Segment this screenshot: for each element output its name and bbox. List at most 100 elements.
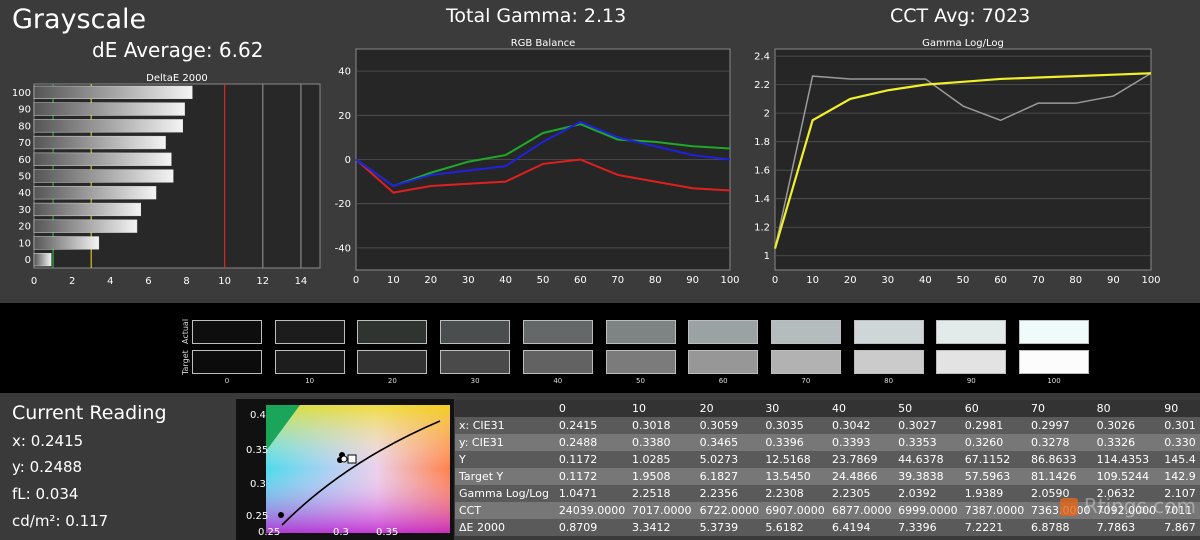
- target-swatch: [1019, 350, 1089, 374]
- target-swatch: [192, 350, 262, 374]
- target-row-label: Target: [181, 350, 190, 375]
- table-cell: 0.3059: [695, 417, 762, 434]
- cct-average-label: CCT Avg: 7023: [890, 5, 1031, 27]
- deltae-ytick: 40: [18, 188, 31, 199]
- table-cell: 7.867: [1160, 519, 1200, 536]
- table-cell: 2.0392: [894, 485, 961, 502]
- cie-current-marker: [278, 512, 284, 518]
- chart-gamma-series-line: [774, 72, 1152, 249]
- deltae-bar: [33, 152, 172, 166]
- target-swatch: [770, 350, 841, 374]
- logo-icon: [1059, 498, 1078, 516]
- table-row: Target Y 0.1172 1.9508 6.1827 13.5450 24.4866…: [455, 468, 1200, 485]
- chart-gamma-series-line: [773, 72, 1152, 249]
- table-cell: 0.3380: [627, 434, 696, 451]
- chart-rgb-ytick: 0: [345, 155, 351, 166]
- watermark-text: Rtings.com: [1083, 494, 1196, 518]
- table-cell: 5.0273: [695, 451, 762, 468]
- deltae-bar: [33, 119, 183, 133]
- table-cell: 6722.0000: [695, 502, 762, 519]
- table-cell: 0.3465: [695, 434, 762, 451]
- chart-rgb-xtick: 90: [686, 275, 699, 286]
- table-row-label: Gamma Log/Log: [455, 485, 555, 502]
- swatch-level-label: 90: [966, 377, 976, 385]
- table-row-label: Target Y: [455, 468, 555, 485]
- deltae-ytick: 30: [18, 205, 31, 216]
- target-swatch: [853, 350, 924, 374]
- watermark: Rtings.com: [1059, 494, 1196, 518]
- cie-ytick: 0.4: [250, 410, 266, 421]
- table-cell: 0.3260: [960, 434, 1027, 451]
- table-cell: 1.0285: [627, 451, 696, 468]
- chart-gamma-xtick: 80: [1069, 275, 1082, 286]
- deltae-ytick: 10: [18, 238, 31, 249]
- deltae-ytick: 100: [12, 88, 31, 99]
- swatch-level-label: 70: [801, 377, 811, 385]
- actual-swatch: [936, 320, 1007, 344]
- table-cell: 86.8633: [1026, 451, 1093, 468]
- table-cell: 0.3326: [1092, 434, 1161, 451]
- table-cell: 145.4: [1160, 451, 1200, 468]
- table-cell: 2.2308: [761, 485, 828, 502]
- deltae-bar: [33, 219, 138, 233]
- table-cell: 7092.0000: [1092, 502, 1161, 519]
- deltae-xtick: 8: [183, 276, 189, 287]
- deltae-chart-title: DeltaE 2000: [146, 73, 208, 84]
- table-header-cell: 80: [1092, 400, 1161, 417]
- deltae-bar: [33, 85, 193, 99]
- chart-rgb-xtick: 10: [387, 275, 400, 286]
- table-cell: 0.330: [1160, 434, 1200, 451]
- swatch-level-label: 40: [553, 377, 563, 385]
- rgb-chart-title: RGB Balance: [510, 38, 576, 49]
- target-swatch: [605, 350, 676, 374]
- table-cell: 0.2997: [1026, 417, 1093, 434]
- cie-ytick: 0.25: [246, 511, 268, 522]
- table-cell: 0.3026: [1092, 417, 1161, 434]
- chart-gamma-ytick: 2.4: [754, 52, 770, 63]
- reading-y: y: 0.2488: [12, 458, 83, 476]
- deltae-ytick: 20: [18, 222, 31, 233]
- table-cell: 6877.0000: [827, 502, 895, 519]
- table-cell: 6999.0000: [894, 502, 961, 519]
- table-cell: 12.5168: [761, 451, 828, 468]
- chart-rgb-xtick: 0: [353, 275, 359, 286]
- table-cell: 0.3393: [827, 434, 895, 451]
- chart-rgb-ytick: -40: [335, 243, 351, 254]
- table-row-label: x: CIE31: [455, 417, 555, 434]
- chart-rgb-ytick: -20: [335, 199, 351, 210]
- actual-swatch: [357, 320, 428, 344]
- chart-gamma-ytick: 1: [764, 251, 770, 262]
- table-row: Y 0.1172 1.0285 5.0273 12.5168 23.7869 44.6378…: [455, 451, 1200, 468]
- table-header-cell: 50: [894, 400, 961, 417]
- chart-gamma-xtick: 90: [1107, 275, 1120, 286]
- table-row: Gamma Log/Log 1.0471 2.2518 2.2356 2.2308 2.2…: [455, 485, 1200, 502]
- deltae-bar: [33, 135, 166, 150]
- chart-gamma-ytick: 2.2: [754, 80, 770, 91]
- swatch-level-label: 80: [884, 377, 894, 385]
- table-cell: 6.8788: [1026, 519, 1093, 536]
- deltae-xtick: 2: [69, 276, 75, 287]
- deltae-bar: [33, 186, 157, 200]
- table-cell: 2.107: [1160, 485, 1200, 502]
- table-cell: 23.7869: [827, 451, 895, 468]
- table-cell: 0.2981: [960, 417, 1027, 434]
- table-cell: 6.1827: [695, 468, 762, 485]
- chart-rgb-series-line: [355, 120, 731, 188]
- gamma-chart-title: Gamma Log/Log: [922, 38, 1004, 49]
- table-cell: 7.2221: [960, 519, 1027, 536]
- table-header-row: 0 10 20 30 40 50 60 70 80 90: [455, 400, 1200, 417]
- table-header-cell: 20: [695, 400, 762, 417]
- cie-xtick: 0.25: [258, 527, 280, 538]
- table-cell: 0.2415: [554, 417, 628, 434]
- actual-swatch: [192, 320, 262, 344]
- de-average-label: dE Average: 6.62: [92, 38, 264, 62]
- cie-xtick: 0.35: [376, 527, 398, 538]
- cie-green-region: [266, 405, 300, 451]
- reading-fl: fL: 0.034: [12, 485, 79, 503]
- chart-gamma-xtick: 70: [1032, 275, 1045, 286]
- table-row-label: CCT: [455, 502, 555, 519]
- table-header-cell: 40: [827, 400, 895, 417]
- table-cell: 0.1172: [554, 468, 628, 485]
- deltae-xtick: 0: [31, 276, 37, 287]
- chart-rgb-series-line: [355, 158, 731, 194]
